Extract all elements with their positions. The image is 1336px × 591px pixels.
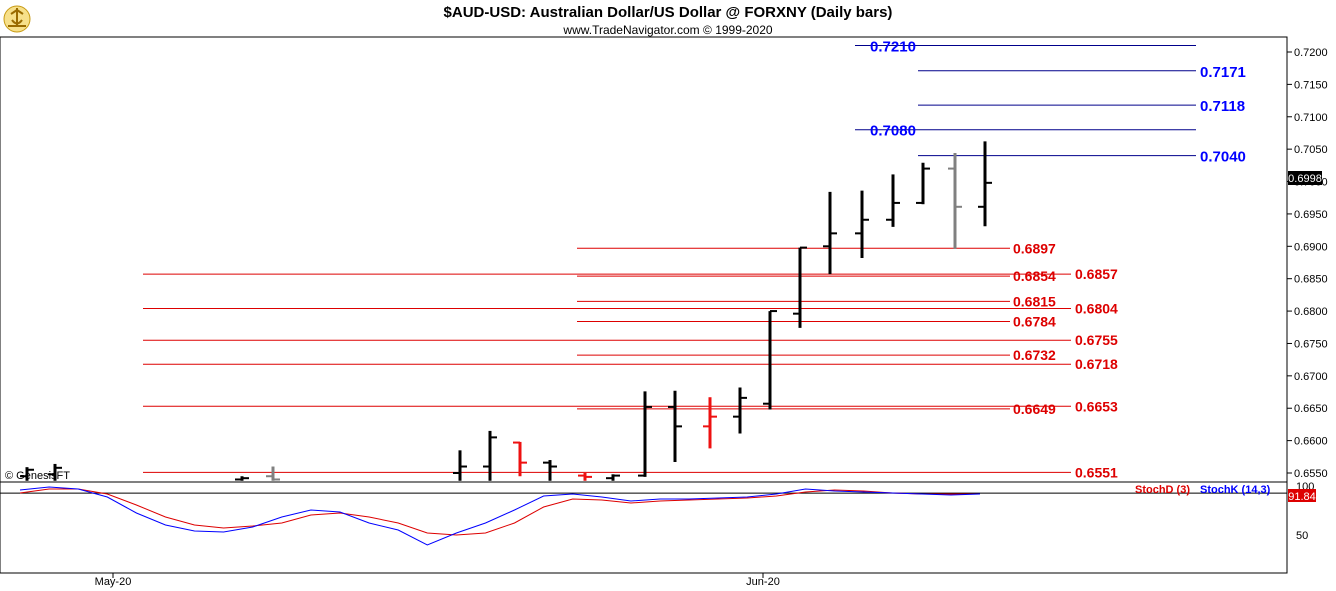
- ohlc-bar: [668, 390, 682, 462]
- stoch-d-legend: StochD (3): [1135, 484, 1190, 496]
- red-level-label: 0.6755: [1075, 332, 1118, 348]
- red-level-label: 0.6804: [1075, 300, 1118, 316]
- price-tick-label: 0.6750: [1294, 338, 1328, 350]
- price-tick-label: 0.6550: [1294, 468, 1328, 480]
- red-level-label: 0.6784: [1013, 313, 1056, 329]
- ohlc-bar: [916, 162, 930, 205]
- red-level-label: 0.6718: [1075, 356, 1118, 372]
- price-tick-label: 0.6800: [1294, 306, 1328, 318]
- price-tick-label: 0.6900: [1294, 241, 1328, 253]
- ohlc-bar: [793, 246, 807, 328]
- trade-navigator-logo-icon: [3, 5, 31, 33]
- chart-title: $AUD-USD: Australian Dollar/US Dollar @ …: [444, 4, 893, 21]
- red-level-label: 0.6732: [1013, 347, 1056, 363]
- price-tick-label: 0.6850: [1294, 274, 1328, 286]
- ohlc-bar: [235, 476, 249, 481]
- red-level-label: 0.6857: [1075, 266, 1118, 282]
- stoch-last-value: 91.84: [1288, 491, 1316, 503]
- ohlc-bar: [266, 466, 280, 481]
- stochastic-pane-group: [0, 486, 1287, 546]
- red-level-label: 0.6897: [1013, 240, 1056, 256]
- price-tick-label: 0.7200: [1294, 47, 1328, 59]
- ohlc-bar: [513, 441, 527, 477]
- ohlc-bars-group: [20, 141, 992, 481]
- ohlc-bar: [703, 397, 717, 449]
- time-label-may: May-20: [95, 576, 132, 588]
- time-label-jun: Jun-20: [746, 576, 780, 588]
- chart-subtitle: www.TradeNavigator.com © 1999-2020: [562, 23, 772, 37]
- ohlc-bar: [823, 191, 837, 275]
- ohlc-bar: [855, 190, 869, 258]
- ohlc-bar: [763, 310, 777, 410]
- last-price-label: 0.6998: [1288, 173, 1322, 185]
- ohlc-bar: [483, 430, 497, 481]
- red-level-label: 0.6649: [1013, 401, 1056, 417]
- red-level-label: 0.6653: [1075, 398, 1118, 414]
- price-tick-group: 0.72000.71500.71000.70500.70000.69500.69…: [1287, 47, 1328, 480]
- stoch-k-line: [19, 486, 981, 546]
- red-level-label: 0.6854: [1013, 268, 1056, 284]
- blue-level-label: 0.7080: [870, 123, 916, 140]
- stoch-tick-50: 50: [1296, 530, 1308, 542]
- level-lines-group: 0.7210 0.7171 0.7118 0.7080 0.7040 0.6897 0.68…: [143, 39, 1246, 480]
- ohlc-bar: [638, 391, 652, 477]
- blue-level-label: 0.7171: [1200, 64, 1246, 81]
- stoch-last-box: [1288, 489, 1316, 502]
- stoch-d-line: [19, 488, 980, 536]
- price-tick-label: 0.6950: [1294, 209, 1328, 221]
- ohlc-bar: [453, 450, 467, 481]
- watermark: © GenesisFT: [5, 470, 70, 482]
- ohlc-bar: [948, 153, 962, 249]
- price-tick-label: 0.7100: [1294, 112, 1328, 124]
- blue-level-label: 0.7118: [1200, 98, 1245, 115]
- ohlc-bar: [48, 463, 62, 481]
- ohlc-bar: [606, 474, 620, 481]
- ohlc-bar: [543, 460, 557, 481]
- price-tick-label: 0.6700: [1294, 371, 1328, 383]
- last-price-box: [1288, 171, 1322, 185]
- ohlc-bar: [20, 467, 34, 481]
- blue-level-label: 0.7210: [870, 39, 916, 56]
- red-level-label: 0.6551: [1075, 464, 1118, 480]
- price-tick-label: 0.7050: [1294, 144, 1328, 156]
- blue-level-label: 0.7040: [1200, 149, 1246, 166]
- price-tick-label: 0.6650: [1294, 403, 1328, 415]
- ohlc-bar: [978, 141, 992, 227]
- ohlc-bar: [733, 387, 747, 434]
- price-tick-label: 0.7150: [1294, 79, 1328, 91]
- ohlc-bar: [886, 174, 900, 227]
- red-level-label: 0.6815: [1013, 293, 1056, 309]
- price-tick-label: 0.6600: [1294, 436, 1328, 448]
- stoch-k-legend: StochK (14,3): [1200, 484, 1271, 496]
- ohlc-bar: [578, 473, 592, 481]
